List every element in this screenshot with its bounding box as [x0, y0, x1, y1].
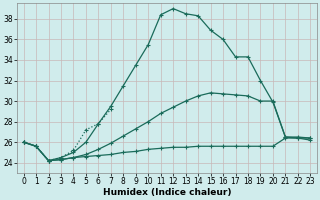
X-axis label: Humidex (Indice chaleur): Humidex (Indice chaleur)	[103, 188, 231, 197]
